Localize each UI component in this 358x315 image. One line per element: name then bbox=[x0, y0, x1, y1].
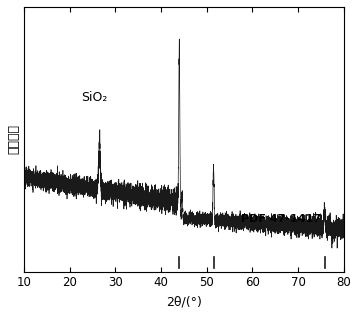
Text: SiO₂: SiO₂ bbox=[81, 91, 107, 105]
Y-axis label: 衰射强度: 衰射强度 bbox=[7, 124, 20, 154]
Text: PDF 47-1417: PDF 47-1417 bbox=[241, 215, 321, 225]
X-axis label: 2θ/(°): 2θ/(°) bbox=[166, 295, 202, 308]
